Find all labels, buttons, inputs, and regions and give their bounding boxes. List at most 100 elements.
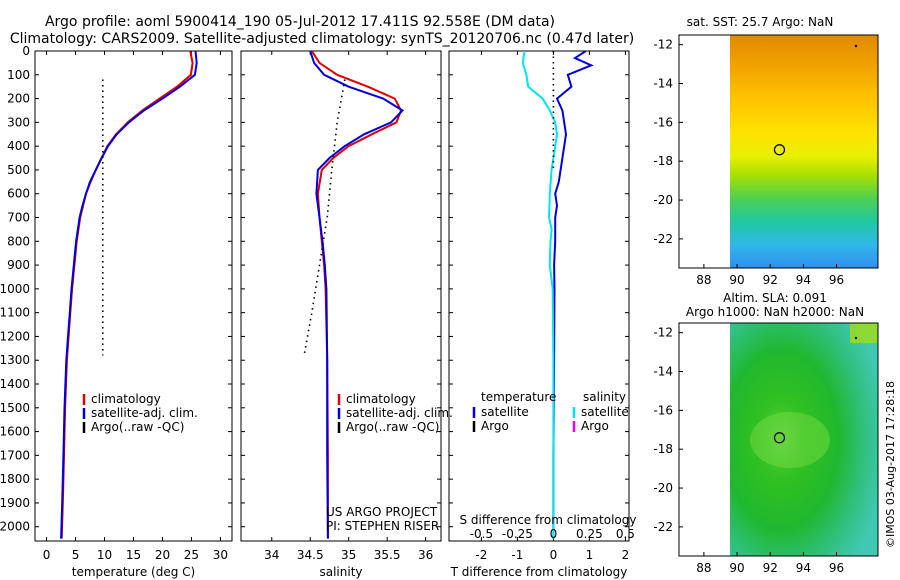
temperature-series-group	[60, 51, 198, 539]
sla-map-ytick-label: -16	[653, 403, 673, 417]
sla-map-xtick-label: 94	[796, 561, 811, 575]
depth-tick-label: 1100	[0, 306, 30, 320]
sst-map-xtick-label: 92	[763, 273, 778, 287]
salinity-series-satellite-adj-clim	[309, 51, 405, 539]
sla-map-dot	[854, 336, 858, 340]
sst-map-xtick-label: 90	[729, 273, 744, 287]
depth-tick-label: 500	[7, 163, 30, 177]
sst-map-frame	[678, 34, 879, 269]
salinity-xtick-label: 35	[341, 548, 356, 562]
salinity-legend-label: Argo(..raw -QC)	[346, 420, 439, 434]
sla-map-ytick-label: -12	[653, 326, 673, 340]
sst-map-ytick-label: -14	[653, 77, 673, 91]
depth-tick-label: 200	[7, 92, 30, 106]
sst-map-xtick-label: 94	[796, 273, 811, 287]
depth-tick-label: 1400	[0, 377, 30, 391]
depth-tick-label: 800	[7, 234, 30, 248]
difference-s-tick-label: -0.5	[470, 527, 493, 541]
difference-legend-header-salinity: salinity	[583, 390, 626, 404]
sst-map-xtick-label: 96	[829, 273, 844, 287]
depth-tick-label: 1900	[0, 496, 30, 510]
figure-title-line1: Argo profile: aoml 5900414_190 05-Jul-20…	[45, 14, 555, 30]
salinity-series-argo-raw-qc	[303, 79, 346, 356]
salinity-frame	[240, 50, 442, 542]
depth-tick-label: 0	[22, 44, 30, 58]
depth-tick-label: 1200	[0, 329, 30, 343]
depth-tick-label: 1000	[0, 282, 30, 296]
salinity-xtick-label: 35.5	[374, 548, 401, 562]
difference-xtick-label: -1	[511, 548, 523, 562]
sst-map-title: sat. SST: 25.7 Argo: NaN	[687, 15, 834, 29]
difference-xtick-label: 2	[622, 548, 630, 562]
sla-map-title: Altim. SLA: 0.091	[723, 291, 827, 305]
difference-xlabel: T difference from climatology	[450, 565, 628, 579]
depth-tick-label: 1600	[0, 425, 30, 439]
depth-tick-label: 100	[7, 68, 30, 82]
sst-map-ytick-label: -20	[653, 193, 673, 207]
difference-frame	[448, 50, 630, 542]
sst-map-ytick-label: -22	[653, 232, 673, 246]
difference-xtick-label: 0	[550, 548, 558, 562]
salinity-annotation: US ARGO PROJECT	[326, 505, 438, 519]
salinity-panel: 34 34.5 35 35.5 36 salinity climatologysatelli…	[240, 50, 453, 579]
sst-map-ytick-label: -18	[653, 154, 673, 168]
sla-map: 88 90 92 94 96 -12 -14 -16 -18 -20 -22	[653, 322, 879, 575]
salinity-legend-label: satellite-adj. clim.	[346, 406, 453, 420]
temperature-legend-label: Argo(..raw -QC)	[91, 420, 184, 434]
salinity-xtick-label: 36	[418, 548, 433, 562]
depth-tick-label: 700	[7, 211, 30, 225]
salinity-xtick-label: 34	[264, 548, 279, 562]
sla-map-ytick-label: -20	[653, 481, 673, 495]
sla-map-xtick-label: 88	[696, 561, 711, 575]
depth-tick-label: 1300	[0, 353, 30, 367]
sst-map-dot	[854, 44, 858, 48]
depth-tick-label: 1700	[0, 448, 30, 462]
depth-tick-label: 400	[7, 139, 30, 153]
difference-panel: -2 -1 0 1 2 T difference from climatology temp…	[448, 50, 637, 579]
difference-s-tick-label: 0.25	[576, 527, 603, 541]
difference-s-tick-label: 0	[550, 527, 558, 541]
sla-map-ytick-label: -14	[653, 365, 673, 379]
sla-map-subtitle: Argo h1000: NaN h2000: NaN	[686, 305, 864, 319]
watermark: ©IMOS 03-Aug-2017 17:28:18	[884, 381, 897, 548]
salinity-legend-label: climatology	[346, 392, 416, 406]
sst-profile-marker	[773, 144, 786, 156]
sla-map-xtick-label: 92	[763, 561, 778, 575]
temperature-legend-label: satellite-adj. clim.	[91, 406, 198, 420]
temperature-series-satellite-adj-clim	[60, 51, 198, 539]
difference-s-tick-label: 0.5	[616, 527, 635, 541]
sst-map-ytick-label: -12	[653, 38, 673, 52]
temperature-xtick-label: 30	[213, 548, 228, 562]
depth-tick-label: 2000	[0, 520, 30, 534]
sla-map-ytick-label: -22	[653, 520, 673, 534]
difference-series-t-satellite	[552, 51, 594, 539]
temperature-legend-label: climatology	[91, 392, 161, 406]
sst-map-ytick-label: -16	[653, 115, 673, 129]
sla-map-corner-highlight	[850, 323, 878, 343]
difference-legend-header-temperature: temperature	[481, 390, 556, 404]
difference-xtick-label: -2	[475, 548, 487, 562]
depth-tick-label: 600	[7, 187, 30, 201]
temperature-xtick-label: 15	[126, 548, 141, 562]
temperature-xlabel: temperature (deg C)	[72, 565, 195, 579]
difference-legend-label: Argo	[481, 419, 509, 433]
difference-series-s-satellite	[521, 51, 559, 539]
temperature-xtick-label: 25	[184, 548, 199, 562]
difference-legend-label: Argo	[581, 419, 609, 433]
sla-map-xtick-label: 90	[729, 561, 744, 575]
sla-map-blank-area	[679, 323, 730, 556]
depth-tick-label: 1500	[0, 401, 30, 415]
salinity-xtick-label: 34.5	[297, 548, 324, 562]
temperature-xtick-label: 5	[72, 548, 80, 562]
sst-map-xtick-label: 88	[696, 273, 711, 287]
difference-xlabel-top: S difference from climatology	[460, 513, 637, 527]
sla-map-eddy	[750, 412, 830, 468]
salinity-annotation: PI: STEPHEN RISER	[326, 519, 439, 533]
difference-xtick-label: 1	[586, 548, 594, 562]
sst-map-blank-area	[679, 35, 730, 268]
salinity-series-group	[303, 51, 405, 539]
sla-map-xtick-label: 96	[829, 561, 844, 575]
difference-legend-label: satellite	[481, 405, 529, 419]
salinity-xlabel: salinity	[319, 565, 362, 579]
